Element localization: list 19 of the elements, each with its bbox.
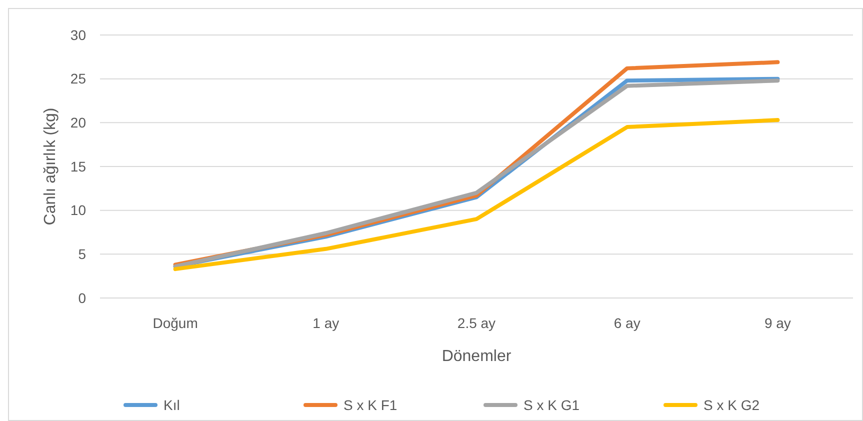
y-tick-label: 15	[70, 158, 86, 174]
legend-label: S x K G2	[704, 396, 760, 413]
legend-label: S x K F1	[344, 396, 398, 413]
y-tick-label: 20	[70, 114, 86, 131]
y-tick-label: 30	[70, 26, 86, 43]
legend-label: S x K G1	[524, 396, 580, 413]
x-axis-title: Dönemler	[442, 348, 512, 365]
x-tick-label: 9 ay	[764, 315, 791, 331]
line-series	[173, 118, 780, 272]
x-tick-label: 6 ay	[614, 315, 640, 331]
x-tick-label: Doğum	[152, 315, 198, 331]
y-tick-label: 0	[78, 290, 86, 306]
x-tick-label: 2.5 ay	[457, 315, 496, 331]
x-tick-label: 1 ay	[312, 315, 340, 331]
y-tick-label: 10	[70, 202, 86, 218]
legend-label: Kıl	[164, 396, 180, 413]
y-tick-label: 5	[78, 246, 86, 262]
y-tick-label: 25	[70, 70, 86, 87]
y-axis-title: Canlı ağırlık (kg)	[42, 108, 59, 226]
